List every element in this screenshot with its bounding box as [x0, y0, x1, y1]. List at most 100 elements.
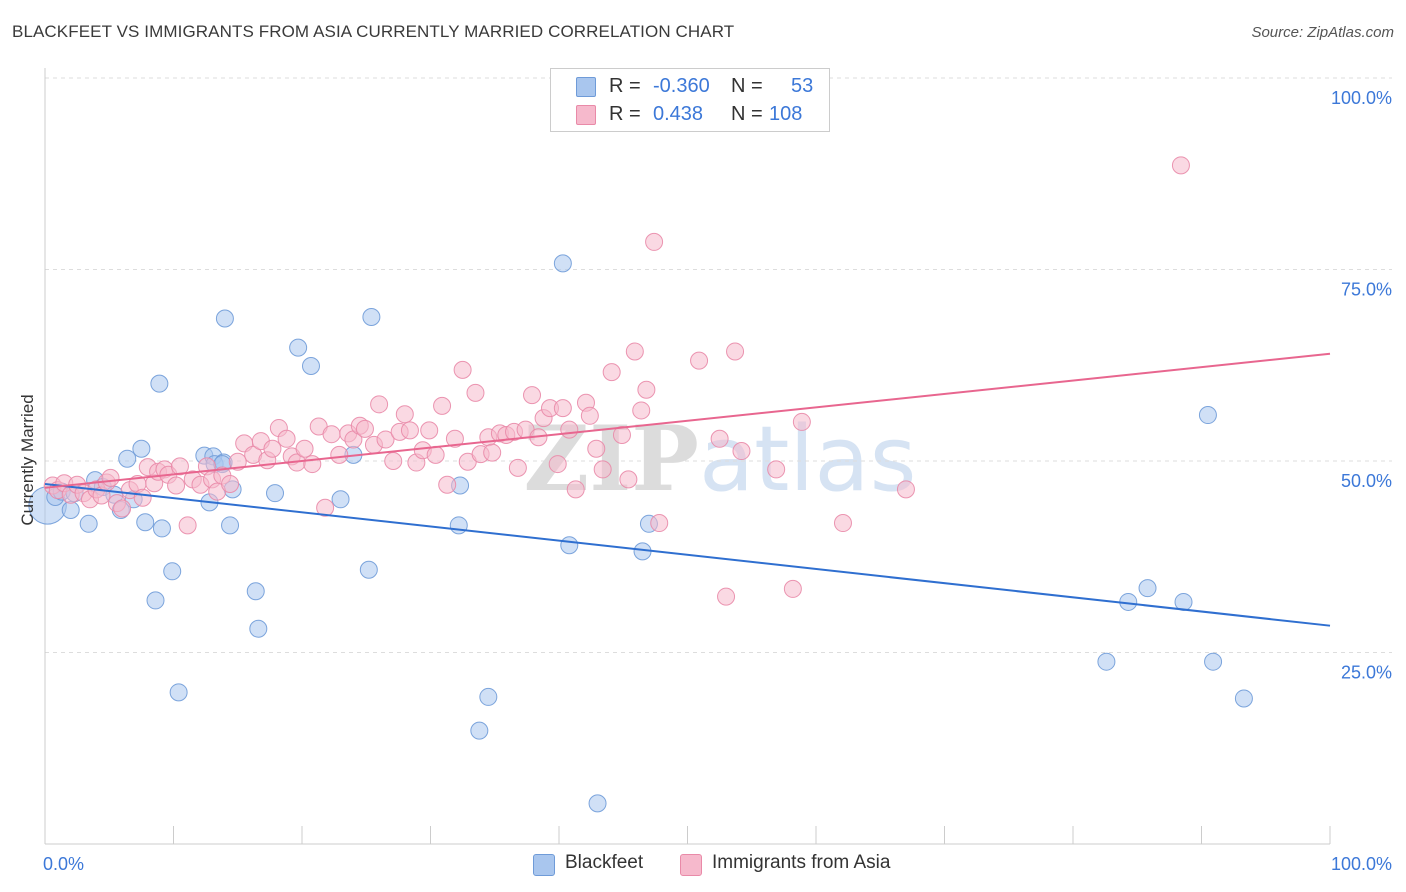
blackfeet-point: [1234, 689, 1253, 708]
y-tick-label: 25.0%: [1341, 663, 1392, 683]
blackfeet-point: [266, 484, 285, 503]
asia-swatch: [576, 105, 596, 125]
stats-legend-row-asia: R = 0.438 N = 108: [551, 101, 829, 129]
stats-legend-row-blackfeet: R = -0.360 N = 53: [551, 73, 829, 101]
blackfeet-point: [588, 794, 607, 813]
blackfeet-swatch: [576, 77, 596, 97]
chart-title: BLACKFEET VS IMMIGRANTS FROM ASIA CURREN…: [12, 22, 735, 41]
blackfeet-point: [359, 560, 378, 579]
asia-point: [113, 499, 132, 518]
asia-point: [833, 514, 852, 533]
r-value: -0.360: [653, 75, 710, 97]
blackfeet-point: [169, 683, 188, 702]
blackfeet-legend-swatch: [533, 854, 555, 876]
blackfeet-point: [553, 254, 572, 273]
asia-point: [619, 470, 638, 489]
n-label: N =: [731, 75, 763, 97]
asia-point: [566, 480, 585, 499]
asia-point: [548, 455, 567, 474]
asia-point: [263, 439, 282, 458]
x-tick-label-min: 0.0%: [43, 854, 84, 874]
asia-point: [453, 360, 472, 379]
asia-point: [593, 460, 612, 479]
blackfeet-point: [132, 439, 151, 458]
asia-point: [303, 455, 322, 474]
blackfeet-point: [79, 514, 98, 533]
asia-point: [330, 445, 349, 464]
asia-point: [433, 396, 452, 415]
blackfeet-point: [136, 513, 155, 532]
asia-point: [376, 430, 395, 449]
n-value: 108: [769, 103, 803, 125]
blackfeet-point: [61, 501, 80, 520]
blackfeet-point: [1097, 652, 1116, 671]
asia-point: [133, 488, 152, 507]
x-tick-label-max: 100.0%: [1331, 854, 1392, 874]
asia-legend-swatch: [680, 854, 702, 876]
source-label: Source: ZipAtlas.com: [1251, 24, 1394, 41]
y-tick-label: 75.0%: [1341, 280, 1392, 300]
asia-point: [221, 474, 240, 493]
asia-point: [316, 498, 335, 517]
blackfeet-point: [1204, 652, 1223, 671]
asia-point: [178, 516, 197, 535]
asia-point: [322, 425, 341, 444]
r-label: R =: [609, 103, 641, 125]
asia-point: [355, 419, 374, 438]
blackfeet-point: [150, 374, 169, 393]
asia-point: [426, 445, 445, 464]
asia-point: [395, 405, 414, 424]
blackfeet-point: [470, 721, 489, 740]
legend-label-asia: Immigrants from Asia: [712, 852, 891, 873]
asia-point: [523, 386, 542, 405]
asia-point: [767, 460, 786, 479]
asia-point: [645, 232, 664, 251]
blackfeet-point: [1138, 579, 1157, 598]
asia-point: [637, 380, 656, 399]
asia-point: [792, 412, 811, 431]
blackfeet-point: [163, 562, 182, 581]
asia-point: [650, 514, 669, 533]
asia-point: [587, 439, 606, 458]
asia-point: [170, 457, 189, 476]
blackfeet-point: [246, 582, 265, 601]
asia-point: [612, 425, 631, 444]
r-label: R =: [609, 75, 641, 97]
blackfeet-point: [449, 516, 468, 535]
asia-point: [370, 395, 389, 414]
asia-point: [167, 476, 186, 495]
asia-point: [384, 452, 403, 470]
asia-point: [690, 351, 709, 370]
asia-point: [625, 342, 644, 361]
blackfeet-point: [289, 338, 308, 357]
stats-legend: R = -0.360 N = 53 R = 0.438 N = 108: [550, 68, 830, 132]
blackfeet-point: [362, 307, 381, 326]
asia-trend-line: [44, 352, 1331, 489]
asia-point: [553, 399, 572, 418]
asia-point: [710, 429, 729, 448]
y-axis-label: Currently Married: [18, 394, 37, 526]
watermark: ZIPatlas: [524, 406, 917, 512]
r-value: 0.438: [653, 103, 704, 125]
asia-point: [508, 458, 527, 477]
asia-point: [295, 439, 314, 458]
asia-point: [717, 587, 736, 606]
blackfeet-point: [215, 309, 234, 328]
blackfeet-point: [118, 449, 137, 468]
asia-point: [466, 383, 485, 402]
blackfeet-point: [152, 519, 171, 538]
n-label: N =: [731, 103, 763, 125]
asia-point: [602, 363, 621, 382]
asia-point: [483, 443, 502, 462]
blackfeet-point: [249, 619, 268, 638]
blackfeet-point: [301, 357, 320, 376]
blackfeet-point: [331, 490, 350, 509]
asia-point: [228, 452, 247, 471]
asia-point: [400, 421, 419, 440]
asia-point: [277, 429, 296, 448]
asia-point: [101, 468, 120, 487]
y-tick-label: 100.0%: [1331, 88, 1392, 108]
asia-point: [445, 429, 464, 448]
asia-point: [726, 342, 745, 361]
